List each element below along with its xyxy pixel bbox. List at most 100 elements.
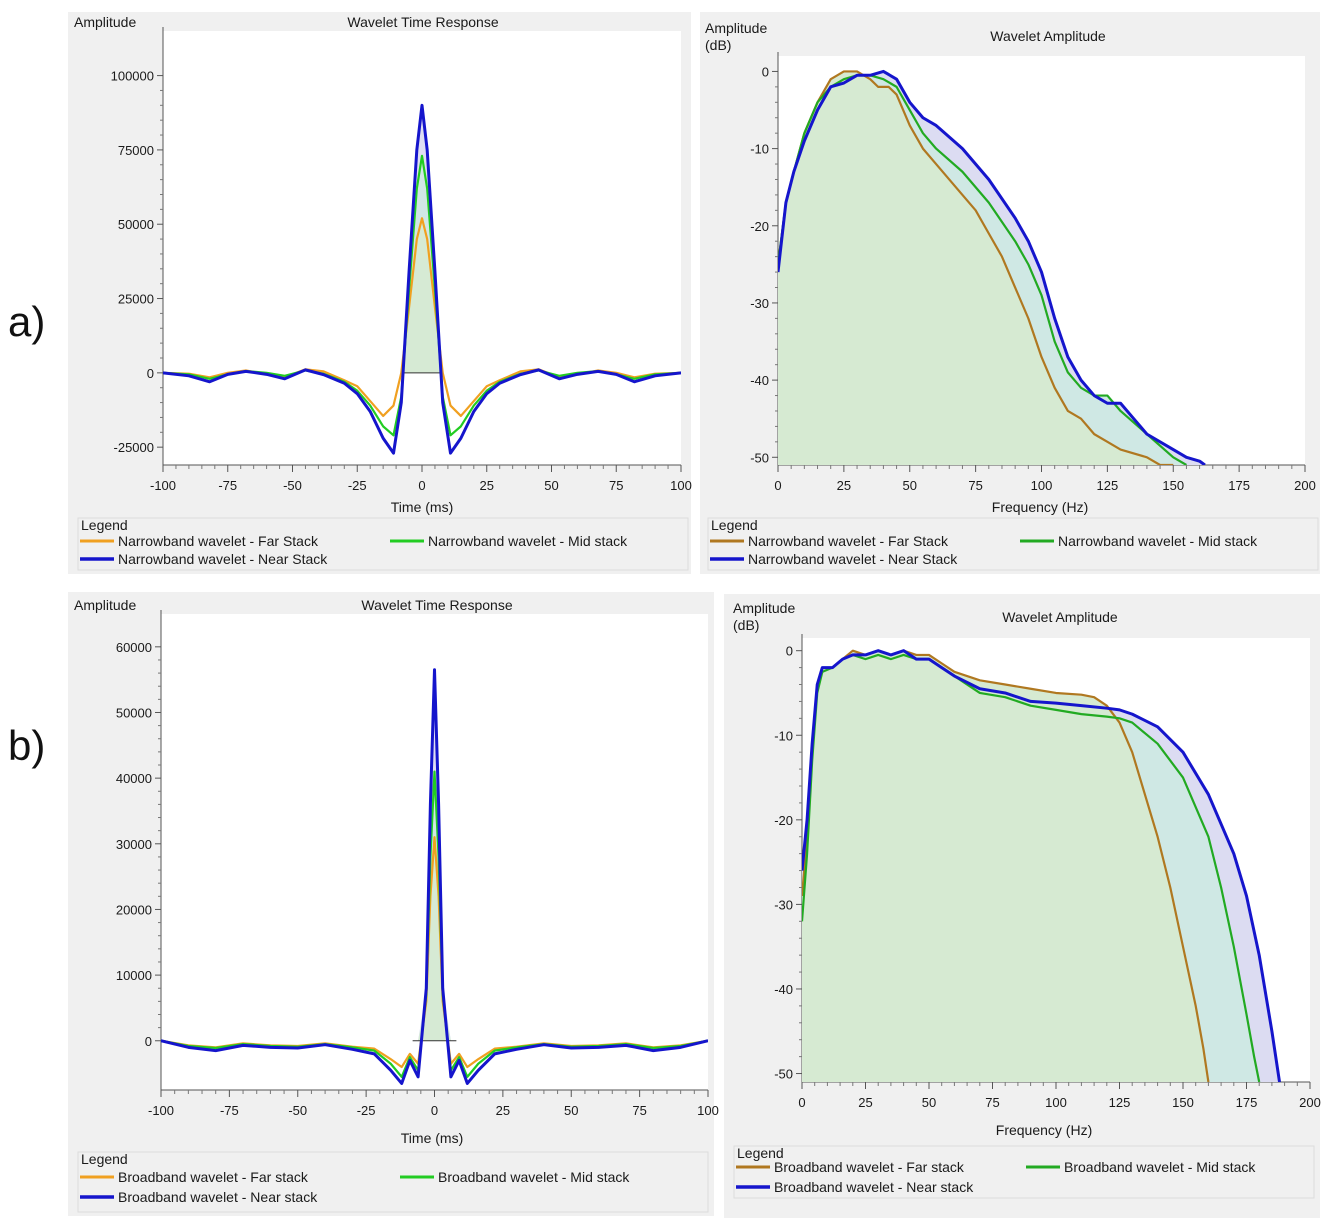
- y-tick-label: 25000: [118, 292, 154, 307]
- x-tick-label: 50: [564, 1103, 578, 1118]
- legend-title: Legend: [711, 517, 758, 533]
- x-tick-label: 25: [837, 478, 851, 493]
- y-tick-label: 40000: [116, 771, 152, 786]
- series-line-3: [161, 668, 708, 1085]
- legend-title: Legend: [81, 517, 128, 533]
- y-tick-label: -10: [750, 142, 769, 157]
- panel-label-a: a): [8, 298, 46, 345]
- legend-entry: Broadband wavelet - Mid stack: [438, 1169, 630, 1185]
- y-tick-label: 50000: [116, 705, 152, 720]
- x-tick-label: 150: [1162, 478, 1184, 493]
- y-tick-label: -20: [774, 813, 793, 828]
- y-tick-label: 100000: [111, 69, 154, 84]
- x-tick-label: 50: [903, 478, 917, 493]
- legend-box: [77, 1151, 709, 1213]
- x-tick-label: -100: [150, 478, 176, 493]
- x-tick-label: 150: [1172, 1095, 1194, 1110]
- legend-title: Legend: [737, 1145, 784, 1161]
- legend-entry: Broadband wavelet - Far stack: [118, 1169, 309, 1185]
- x-tick-label: 200: [1294, 478, 1316, 493]
- x-tick-label: -25: [348, 478, 367, 493]
- x-tick-label: 100: [1045, 1095, 1067, 1110]
- x-tick-label: 25: [480, 478, 494, 493]
- chart-title: Wavelet Time Response: [347, 14, 498, 30]
- y-tick-label: -25000: [114, 440, 154, 455]
- series-fill-1: [401, 218, 443, 373]
- x-tick-label: -75: [218, 478, 237, 493]
- series-line-2: [778, 74, 1187, 465]
- x-axis-label: Time (ms): [401, 1130, 463, 1146]
- chart-2: Wavelet Amplitude Amplitude(dB) Frequency …: [700, 12, 1320, 574]
- panel-label-b: b): [8, 722, 46, 769]
- y-axis-label: Amplitude: [705, 20, 767, 36]
- legend-entry: Broadband wavelet - Near stack: [118, 1189, 318, 1205]
- x-tick-label: 0: [774, 478, 781, 493]
- series-line-1: [778, 70, 1174, 465]
- y-tick-label: -50: [750, 450, 769, 465]
- x-tick-label: 25: [496, 1103, 510, 1118]
- series-line-3: [163, 103, 681, 455]
- y-tick-label: -20: [750, 219, 769, 234]
- y-tick-label: -50: [774, 1067, 793, 1082]
- y-tick-label: 60000: [116, 640, 152, 655]
- x-tick-label: 75: [985, 1095, 999, 1110]
- y-tick-label: 0: [145, 1034, 152, 1049]
- x-tick-label: 100: [1031, 478, 1053, 493]
- legend-entry: Narrowband wavelet - Near Stack: [748, 551, 958, 567]
- x-tick-label: 0: [798, 1095, 805, 1110]
- x-tick-label: 175: [1236, 1095, 1258, 1110]
- x-tick-label: 0: [418, 478, 425, 493]
- y-tick-label: 0: [786, 644, 793, 659]
- y-tick-label: 10000: [116, 968, 152, 983]
- x-axis-label: Time (ms): [391, 499, 453, 515]
- x-tick-label: 0: [431, 1103, 438, 1118]
- y-axis-label: Amplitude: [74, 14, 136, 30]
- legend-entry: Broadband wavelet - Far stack: [774, 1159, 965, 1175]
- x-tick-label: 200: [1299, 1095, 1321, 1110]
- series-line-3: [802, 649, 1282, 1082]
- legend-box: [733, 1145, 1315, 1199]
- legend-entry: Narrowband wavelet - Far Stack: [118, 533, 319, 549]
- chart-4: Wavelet Amplitude Amplitude(dB) Frequency …: [724, 594, 1321, 1218]
- x-tick-label: 125: [1097, 478, 1119, 493]
- x-tick-label: -50: [288, 1103, 307, 1118]
- series-line-2: [163, 154, 681, 437]
- y-tick-label: 75000: [118, 143, 154, 158]
- y-tick-label: -30: [750, 296, 769, 311]
- y-tick-label: -40: [774, 982, 793, 997]
- series-line-3: [778, 69, 1206, 465]
- chart-1: Wavelet Time Response Amplitude Time (ms) -…: [68, 12, 692, 574]
- y-tick-label: -40: [750, 373, 769, 388]
- legend-title: Legend: [81, 1151, 128, 1167]
- x-tick-label: -100: [148, 1103, 174, 1118]
- x-tick-label: 75: [632, 1103, 646, 1118]
- legend-entry: Narrowband wavelet - Near Stack: [118, 551, 328, 567]
- series-fill-1: [778, 71, 1174, 465]
- legend-box: [707, 517, 1319, 571]
- x-tick-label: 75: [968, 478, 982, 493]
- y-tick-label: -30: [774, 897, 793, 912]
- chart-title: Wavelet Amplitude: [1002, 609, 1118, 625]
- x-tick-label: -75: [220, 1103, 239, 1118]
- x-tick-label: 175: [1228, 478, 1250, 493]
- y-tick-label: 0: [762, 64, 769, 79]
- chart-3: Wavelet Time Response Amplitude Time (ms) -…: [68, 592, 719, 1216]
- series-fill-1: [802, 650, 1209, 1082]
- x-tick-label: 100: [670, 478, 692, 493]
- y-axis-label: Amplitude: [74, 597, 136, 613]
- y-tick-label: 20000: [116, 902, 152, 917]
- y-axis-label: (dB): [705, 37, 731, 53]
- legend-entry: Narrowband wavelet - Far Stack: [748, 533, 949, 549]
- x-axis-label: Frequency (Hz): [996, 1122, 1092, 1138]
- y-tick-label: 0: [147, 366, 154, 381]
- x-tick-label: -50: [283, 478, 302, 493]
- x-tick-label: -25: [357, 1103, 376, 1118]
- y-tick-label: -10: [774, 728, 793, 743]
- legend-entry: Narrowband wavelet - Mid stack: [1058, 533, 1258, 549]
- y-axis-label: Amplitude: [733, 600, 795, 616]
- x-tick-label: 100: [697, 1103, 719, 1118]
- x-tick-label: 50: [544, 478, 558, 493]
- chart-title: Wavelet Amplitude: [990, 28, 1106, 44]
- y-tick-label: 30000: [116, 837, 152, 852]
